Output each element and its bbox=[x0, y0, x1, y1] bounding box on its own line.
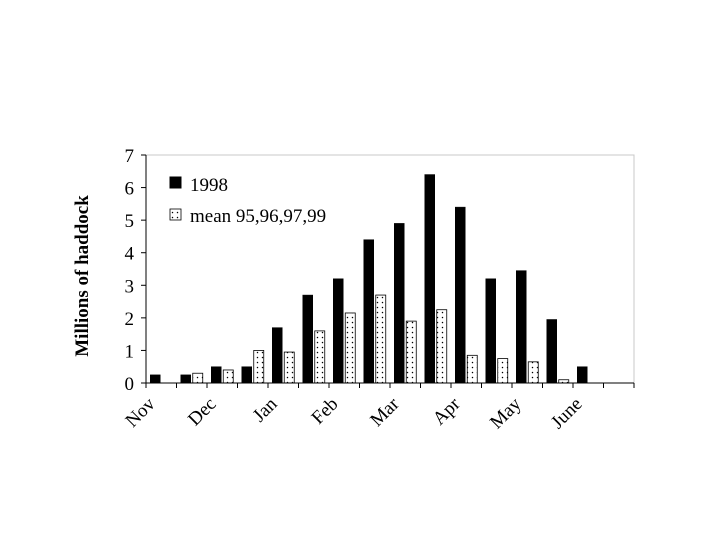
bar-1998-4 bbox=[272, 327, 283, 384]
bar-1998-7 bbox=[363, 239, 374, 384]
bar-1998-10 bbox=[455, 206, 466, 384]
bar-mean-6 bbox=[344, 312, 356, 384]
bar-1998-6 bbox=[333, 278, 344, 384]
bar-1998-11 bbox=[485, 278, 496, 384]
bar-mean-12 bbox=[527, 361, 539, 384]
bar-1998-1 bbox=[180, 374, 191, 384]
y-tick-label: 6 bbox=[125, 179, 135, 200]
x-tick-label: Apr bbox=[429, 393, 465, 429]
y-tick-label: 4 bbox=[125, 244, 135, 265]
y-tick-label: 3 bbox=[125, 276, 135, 297]
x-tick-label: Dec bbox=[184, 394, 220, 430]
bar-mean-9 bbox=[436, 309, 448, 384]
legend: 1998 mean 95,96,97,99 bbox=[169, 175, 326, 227]
bar-mean-2 bbox=[222, 369, 234, 384]
bar-1998-3 bbox=[241, 366, 252, 384]
y-tick-label: 7 bbox=[125, 146, 135, 167]
bar-1998-12 bbox=[516, 270, 527, 384]
y-tick-label: 2 bbox=[125, 309, 135, 330]
x-tick-label: Nov bbox=[122, 393, 160, 431]
bar-mean-11 bbox=[497, 358, 509, 384]
legend-label-1998: 1998 bbox=[190, 175, 228, 196]
bar-mean-8 bbox=[405, 320, 417, 384]
x-tick-label: June bbox=[547, 394, 586, 433]
legend-label-mean: mean 95,96,97,99 bbox=[190, 206, 326, 227]
y-tick-label: 1 bbox=[125, 341, 135, 362]
bar-1998-13 bbox=[546, 319, 557, 384]
bar-1998-9 bbox=[424, 174, 435, 384]
bar-mean-4 bbox=[283, 351, 295, 384]
bar-1998-8 bbox=[394, 223, 405, 384]
y-axis-label: Millions of haddock bbox=[72, 195, 93, 357]
legend-swatch-1998 bbox=[169, 176, 182, 189]
bar-1998-5 bbox=[302, 294, 313, 384]
bar-1998-0 bbox=[150, 374, 161, 384]
legend-swatch-mean bbox=[169, 208, 182, 221]
bar-1998-14 bbox=[577, 366, 588, 384]
y-tick-label: 5 bbox=[125, 211, 135, 232]
x-tick-label: Mar bbox=[366, 393, 404, 431]
y-tick-label: 0 bbox=[125, 374, 135, 395]
bar-1998-2 bbox=[211, 366, 222, 384]
x-tick-label: Jan bbox=[249, 393, 282, 426]
bar-mean-1 bbox=[192, 372, 204, 384]
bar-mean-7 bbox=[375, 294, 387, 384]
bar-mean-5 bbox=[314, 330, 326, 384]
x-tick-label: May bbox=[486, 393, 526, 433]
bar-mean-10 bbox=[466, 354, 478, 384]
bar-mean-3 bbox=[253, 350, 265, 384]
x-tick-label: Feb bbox=[308, 394, 343, 429]
